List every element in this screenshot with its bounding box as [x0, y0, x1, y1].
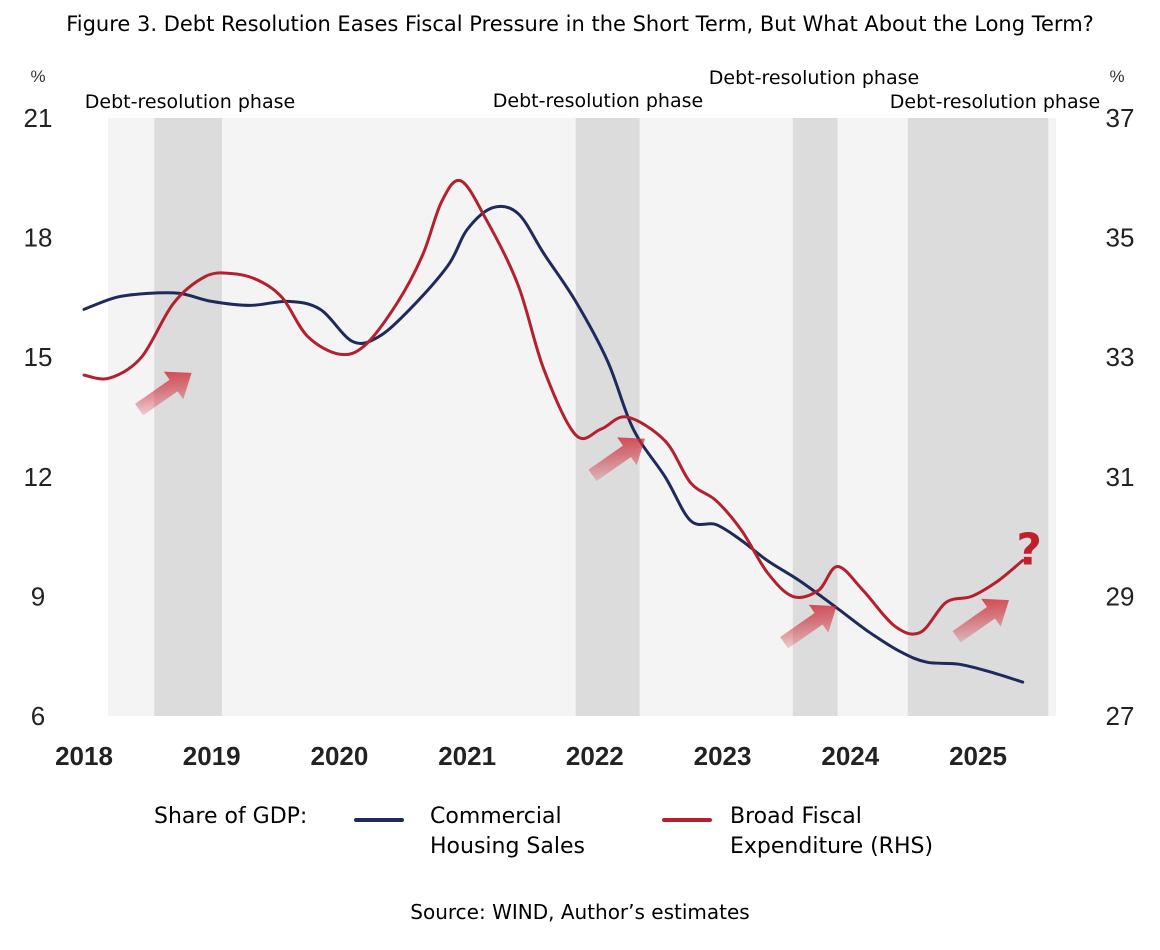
- left-axis-tick: 12: [24, 462, 53, 492]
- legend-label-housing-sales: Commercial Housing Sales: [430, 804, 585, 859]
- right-axis-tick: 33: [1106, 342, 1135, 372]
- legend-swatch-fiscal-expenditure: [662, 818, 712, 822]
- left-axis-tick: 6: [31, 701, 45, 731]
- right-axis-unit: %: [1109, 67, 1124, 86]
- question-mark: ?: [1016, 525, 1042, 576]
- x-axis-tick: 2019: [183, 741, 241, 771]
- line-broad-fiscal-expenditure: [82, 178, 1025, 636]
- right-axis-tick: 31: [1106, 462, 1135, 492]
- phase-label: Debt-resolution phase: [709, 67, 919, 89]
- trend-arrow: [588, 437, 645, 482]
- figure-title: Figure 3. Debt Resolution Eases Fiscal P…: [66, 12, 1094, 36]
- shaded-phase: [154, 118, 222, 716]
- left-axis-tick: 15: [24, 342, 53, 372]
- x-axis-tick: 2024: [821, 741, 879, 771]
- line-commercial-housing-sales: [82, 204, 1025, 684]
- legend-swatch-housing-sales: [354, 818, 404, 822]
- right-axis-tick: 35: [1106, 223, 1135, 253]
- right-axis-tick: 27: [1106, 701, 1135, 731]
- left-axis-tick: 18: [24, 223, 53, 253]
- left-axis-tick: 9: [31, 581, 45, 611]
- x-axis-tick: 2023: [694, 741, 752, 771]
- phase-label: Debt-resolution phase: [85, 91, 295, 113]
- x-axis-tick: 2018: [55, 741, 113, 771]
- phase-label: Debt-resolution phase: [493, 90, 703, 112]
- left-axis-tick: 21: [24, 103, 53, 133]
- right-axis-tick: 29: [1106, 581, 1135, 611]
- left-axis-unit: %: [30, 67, 45, 86]
- x-axis-tick: 2021: [438, 741, 496, 771]
- phase-label: Debt-resolution phase: [890, 91, 1100, 113]
- trend-arrow: [135, 371, 192, 416]
- right-axis-tick: 37: [1106, 103, 1135, 133]
- trend-arrow: [780, 604, 837, 649]
- x-axis-tick: 2020: [311, 741, 369, 771]
- x-axis-tick: 2022: [566, 741, 624, 771]
- x-axis-tick: 2025: [949, 741, 1007, 771]
- legend-prefix: Share of GDP:: [154, 804, 308, 829]
- source-note: Source: WIND, Author’s estimates: [410, 900, 750, 924]
- legend-label-fiscal-expenditure: Broad Fiscal Expenditure (RHS): [730, 804, 934, 859]
- trend-arrow: [952, 598, 1009, 643]
